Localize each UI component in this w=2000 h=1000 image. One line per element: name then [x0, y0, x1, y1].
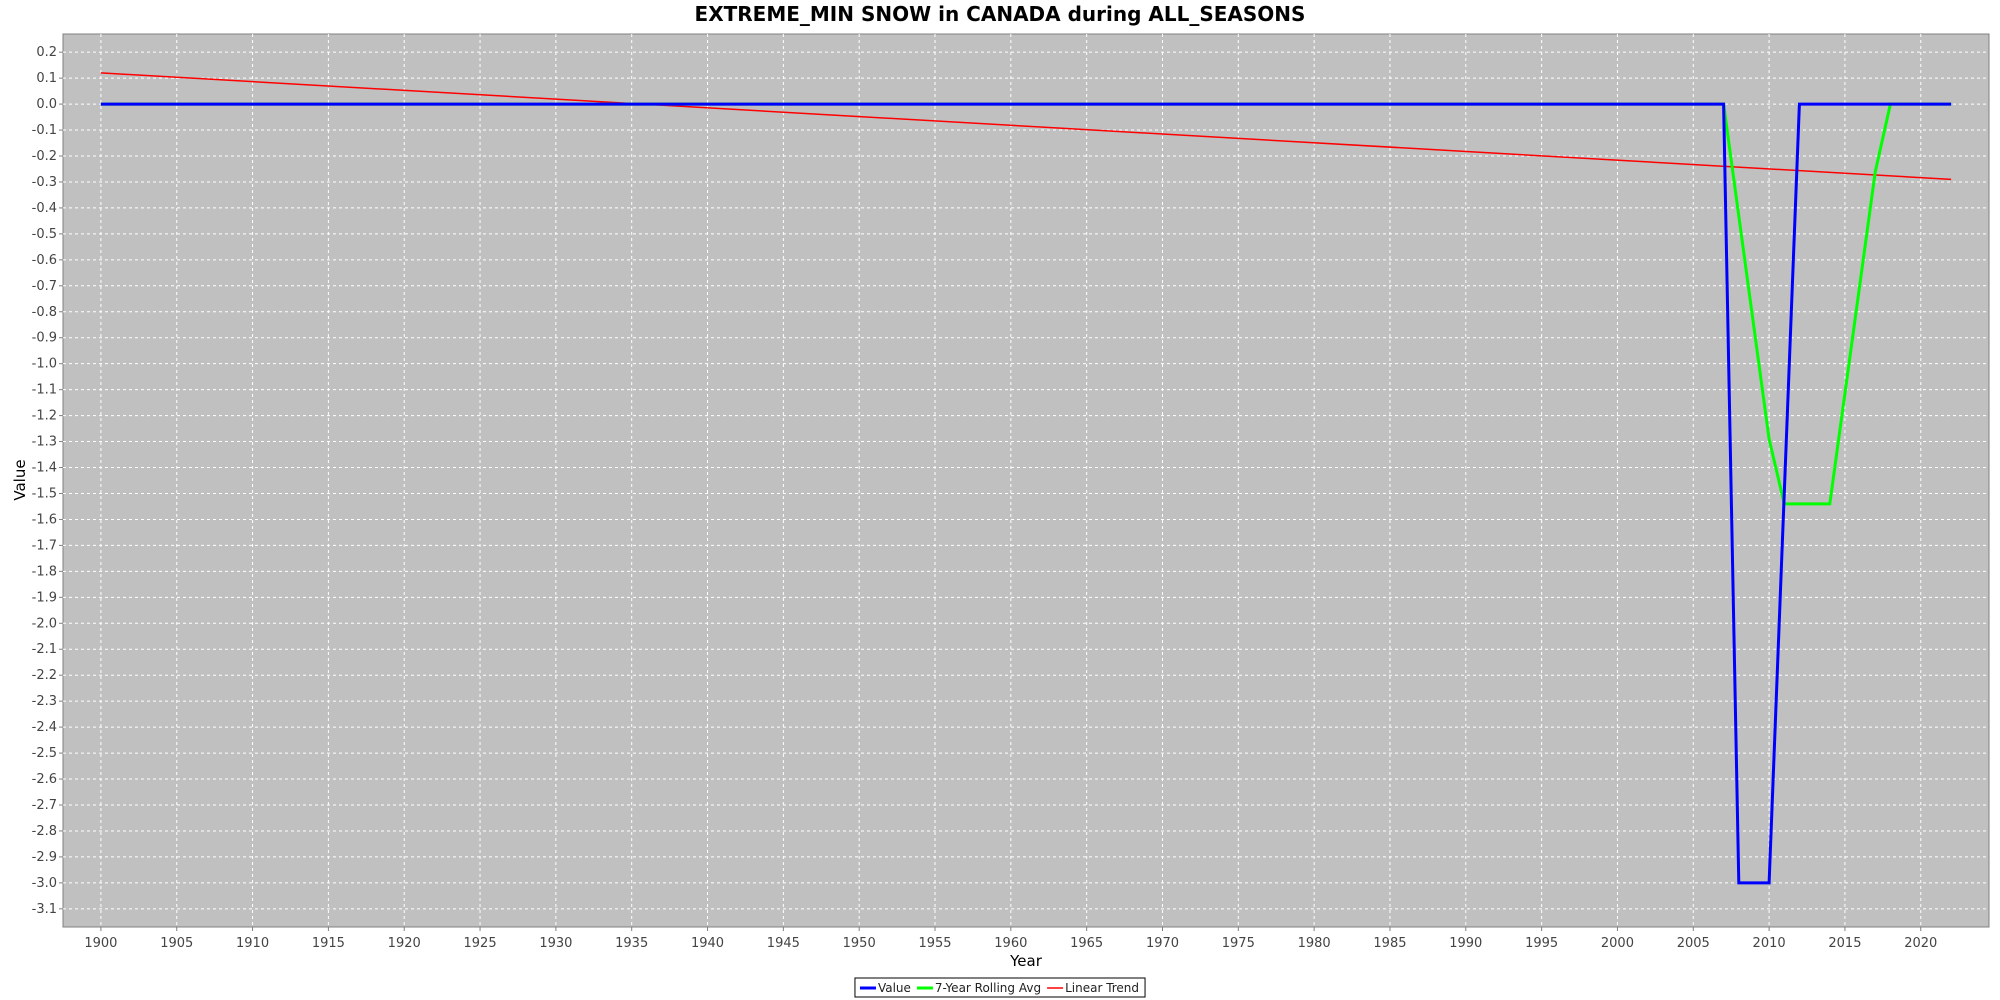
y-tick-label: -1.5 [32, 486, 57, 501]
x-tick-label: 1925 [464, 936, 497, 951]
y-tick-label: 0.0 [36, 97, 57, 112]
y-tick-label: 0.2 [36, 45, 57, 60]
x-tick-label: 1905 [160, 936, 193, 951]
y-tick-label: -2.4 [32, 720, 57, 735]
series-line-linear-trend [100, 72, 1952, 181]
x-tick-label: 2010 [1753, 936, 1786, 951]
legend: Value 7-Year Rolling Avg Linear Trend [854, 977, 1146, 998]
x-axis: 1900 1905 1910 1915 1920 1925 1930 1935 1940 1945… [84, 927, 1937, 951]
y-axis: 0.2 0.1 0.0 -0.1 -0.2 -0.3 -0.4 -0.5 -0.6 -0.7 -0.… [32, 45, 63, 917]
y-tick-label: -0.8 [32, 305, 57, 320]
x-tick-label: 1970 [1146, 936, 1179, 951]
x-tick-label: 1975 [1222, 936, 1255, 951]
y-axis-title: Value [11, 459, 29, 500]
x-tick-label: 1935 [615, 936, 648, 951]
y-tick-label: -1.3 [32, 435, 57, 450]
y-tick-label: -2.5 [32, 746, 57, 761]
y-tick-label: -2.6 [32, 772, 57, 787]
chart-title: EXTREME_MIN SNOW in CANADA during ALL_SE… [694, 2, 1306, 26]
x-tick-label: 1910 [236, 936, 269, 951]
x-tick-label: 1985 [1373, 936, 1406, 951]
y-tick-label: -2.3 [32, 694, 57, 709]
y-tick-label: -0.2 [32, 149, 57, 164]
y-tick-label: -0.6 [32, 253, 57, 268]
x-tick-label: 1995 [1525, 936, 1558, 951]
series-line-value [100, 102, 1952, 885]
x-tick-label: 1960 [994, 936, 1027, 951]
x-tick-label: 1990 [1449, 936, 1482, 951]
y-tick-label: -2.9 [32, 850, 57, 865]
x-tick-label: 2005 [1677, 936, 1710, 951]
x-tick-label: 1965 [1070, 936, 1103, 951]
y-tick-label: -1.9 [32, 590, 57, 605]
y-tick-label: -0.3 [32, 175, 57, 190]
legend-label: 7-Year Rolling Avg [935, 981, 1041, 995]
x-tick-label: 2020 [1904, 936, 1937, 951]
x-tick-label: 2000 [1601, 936, 1634, 951]
series-lines [100, 72, 1952, 885]
x-tick-label: 1950 [843, 936, 876, 951]
y-tick-label: -3.1 [32, 902, 57, 917]
y-tick-label: -2.7 [32, 798, 57, 813]
y-tick-label: -1.6 [32, 512, 57, 527]
plot-area [62, 33, 1990, 928]
series-line-7-year-rolling-avg [100, 102, 1952, 506]
legend-label: Value [878, 981, 911, 995]
y-tick-label: -2.0 [32, 616, 57, 631]
x-tick-label: 1900 [84, 936, 117, 951]
y-tick-label: -0.9 [32, 331, 57, 346]
legend-box [854, 977, 1146, 998]
y-tick-label: -1.4 [32, 461, 57, 476]
y-tick-label: -0.1 [32, 123, 57, 138]
x-tick-label: 1915 [312, 936, 345, 951]
x-tick-label: 1940 [691, 936, 724, 951]
y-tick-label: 0.1 [36, 71, 57, 86]
x-tick-label: 2015 [1828, 936, 1861, 951]
x-tick-label: 1930 [539, 936, 572, 951]
x-tick-label: 1945 [767, 936, 800, 951]
x-axis-title: Year [1009, 952, 1043, 970]
y-tick-label: -1.0 [32, 357, 57, 372]
x-tick-label: 1980 [1298, 936, 1331, 951]
y-tick-label: -0.4 [32, 201, 57, 216]
x-tick-label: 1955 [918, 936, 951, 951]
y-tick-label: -3.0 [32, 876, 57, 891]
y-tick-label: -2.2 [32, 668, 57, 683]
y-tick-label: -1.7 [32, 538, 57, 553]
y-tick-label: -0.5 [32, 227, 57, 242]
y-tick-label: -1.8 [32, 564, 57, 579]
y-tick-label: -2.1 [32, 642, 57, 657]
y-tick-label: -0.7 [32, 279, 57, 294]
y-tick-label: -2.8 [32, 824, 57, 839]
y-tick-label: -1.2 [32, 409, 57, 424]
x-tick-label: 1920 [388, 936, 421, 951]
legend-label: Linear Trend [1065, 981, 1139, 995]
y-tick-label: -1.1 [32, 383, 57, 398]
